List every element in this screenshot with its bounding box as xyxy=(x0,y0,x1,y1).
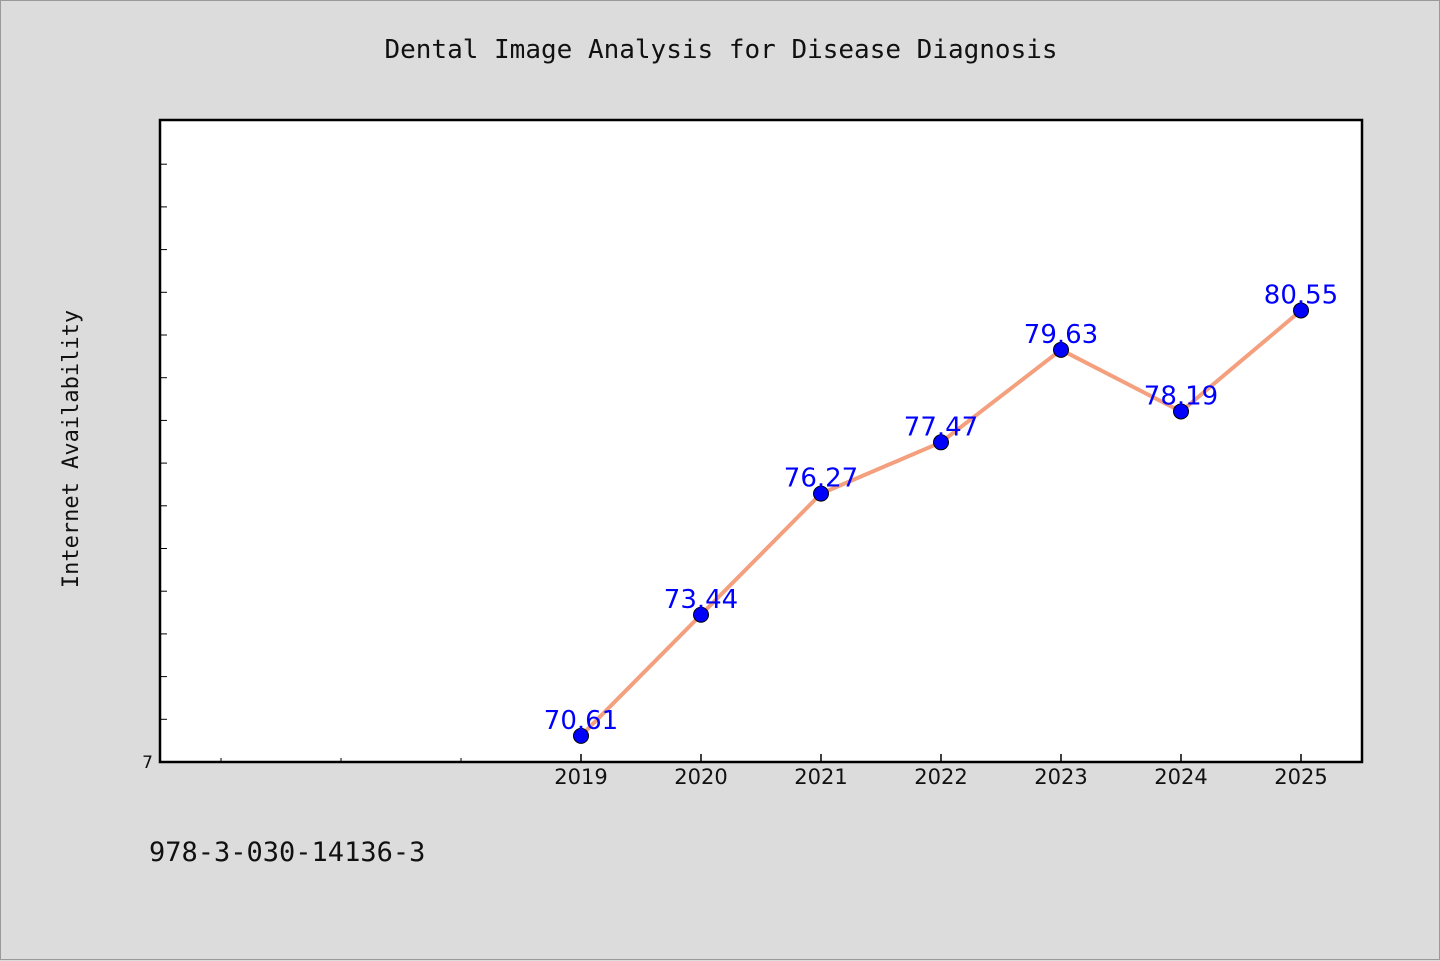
plot-area xyxy=(158,118,1364,764)
data-point xyxy=(813,485,829,502)
x-tick-label: 2022 xyxy=(914,765,967,789)
data-label: 70.61 xyxy=(544,706,618,736)
isbn-footer: 978-3-030-14136-3 xyxy=(149,837,426,868)
data-label: 73.44 xyxy=(664,585,738,615)
data-label: 76.27 xyxy=(784,464,858,494)
y-tick-label: 7 xyxy=(142,753,153,773)
data-point xyxy=(573,727,589,744)
x-tick-label: 2021 xyxy=(794,765,847,789)
chart-title: Dental Image Analysis for Disease Diagno… xyxy=(384,35,1058,65)
x-tick-label: 2025 xyxy=(1274,765,1327,789)
data-label: 79.63 xyxy=(1024,320,1098,350)
data-label: 77.47 xyxy=(904,412,978,442)
data-point xyxy=(933,434,949,451)
data-point xyxy=(1053,341,1069,358)
data-label: 80.55 xyxy=(1264,280,1338,310)
data-point xyxy=(1173,403,1189,420)
x-tick-label: 2019 xyxy=(554,765,607,789)
data-label: 78.19 xyxy=(1144,381,1218,411)
x-tick-label: 2020 xyxy=(674,765,727,789)
y-axis-label: Internet Availability xyxy=(59,310,84,588)
data-point xyxy=(1293,302,1309,319)
x-tick-label: 2024 xyxy=(1154,765,1207,789)
x-tick-label: 2023 xyxy=(1034,765,1087,789)
data-point xyxy=(693,606,709,623)
